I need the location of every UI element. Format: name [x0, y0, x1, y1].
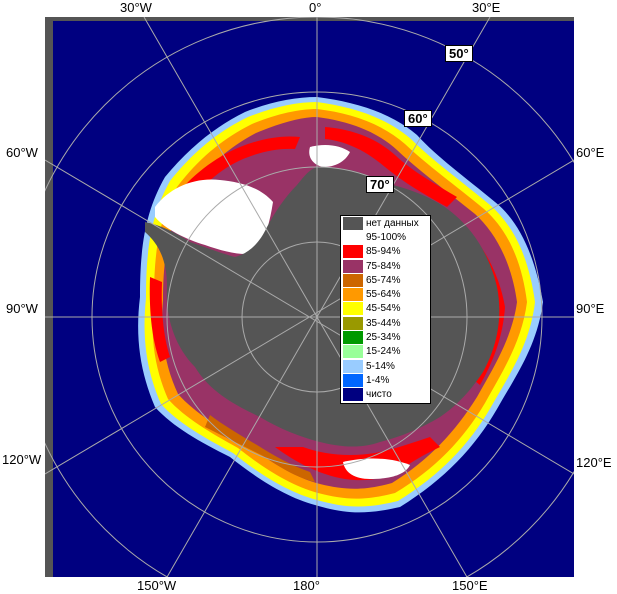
- legend-label: 1-4%: [366, 374, 390, 386]
- legend-item: 55-64%: [341, 287, 430, 302]
- ice-95-100-ross: [343, 458, 410, 479]
- lat-label-60: 60°: [404, 110, 432, 127]
- lon-label-90e: 90°E: [576, 301, 605, 316]
- map-canvas: [45, 17, 574, 577]
- ice-band-65-74-patch: [205, 415, 315, 482]
- legend-item: 45-54%: [341, 302, 430, 316]
- concentration-legend: нет данных 95-100% 85-94% 75-84% 65-74% 55-64…: [340, 215, 431, 404]
- legend-swatch: [343, 345, 363, 359]
- legend-label: 5-14%: [366, 360, 395, 372]
- legend-label: нет данных: [366, 217, 419, 229]
- legend-label: 65-74%: [366, 274, 401, 286]
- legend-label: 95-100%: [366, 231, 407, 243]
- sea-ice-map: [45, 17, 574, 577]
- legend-swatch: [343, 359, 363, 373]
- legend-swatch: [343, 216, 363, 230]
- lon-label-120e: 120°E: [576, 455, 612, 470]
- legend-swatch: [343, 388, 363, 402]
- legend-label: 55-64%: [366, 289, 401, 301]
- legend-item: 15-24%: [341, 345, 430, 359]
- legend-swatch: [343, 230, 363, 244]
- lon-label-180: 180°: [293, 578, 320, 593]
- lon-label-150w: 150°W: [137, 578, 177, 593]
- legend-item: 65-74%: [341, 273, 430, 287]
- ice-band-85-94-n: [325, 127, 457, 207]
- lon-label-90w: 90°W: [6, 301, 38, 316]
- legend-label: 75-84%: [366, 260, 401, 272]
- legend-swatch: [343, 331, 363, 345]
- lon-label-150e: 150°E: [452, 578, 488, 593]
- legend-label: 35-44%: [366, 317, 401, 329]
- legend-item: 5-14%: [341, 359, 430, 373]
- legend-item: 95-100%: [341, 230, 430, 244]
- legend-item: 25-34%: [341, 330, 430, 345]
- legend-swatch: [343, 302, 363, 316]
- lon-label-0: 0°: [309, 0, 322, 15]
- ice-band-85-94-wsw: [149, 277, 170, 362]
- legend-swatch: [343, 245, 363, 259]
- legend-swatch: [343, 259, 363, 273]
- ice-95-100-weddell: [155, 179, 273, 255]
- lon-label-120w: 120°W: [2, 452, 42, 467]
- legend-label: 85-94%: [366, 246, 401, 258]
- lon-label-60w: 60°W: [6, 145, 38, 160]
- lon-label-30e: 30°E: [472, 0, 501, 15]
- lon-label-60e: 60°E: [576, 145, 605, 160]
- legend-swatch: [343, 273, 363, 287]
- legend-swatch: [343, 373, 363, 387]
- legend-label: чисто: [366, 389, 392, 401]
- legend-item: чисто: [341, 388, 430, 402]
- graticule: [45, 17, 574, 577]
- legend-label: 45-54%: [366, 303, 401, 315]
- lat-label-50: 50°: [445, 45, 473, 62]
- legend-item: нет данных: [341, 216, 430, 230]
- legend-item: 35-44%: [341, 316, 430, 330]
- legend-label: 15-24%: [366, 346, 401, 358]
- lat-label-70: 70°: [366, 176, 394, 193]
- ice-95-100-north: [309, 144, 350, 167]
- legend-label: 25-34%: [366, 332, 401, 344]
- legend-swatch: [343, 288, 363, 302]
- legend-item: 75-84%: [341, 259, 430, 273]
- lon-label-30w: 30°W: [120, 0, 152, 15]
- legend-swatch: [343, 316, 363, 330]
- legend-item: 85-94%: [341, 245, 430, 259]
- legend-item: 1-4%: [341, 373, 430, 387]
